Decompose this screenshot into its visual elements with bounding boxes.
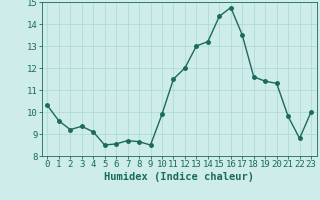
X-axis label: Humidex (Indice chaleur): Humidex (Indice chaleur) (104, 172, 254, 182)
